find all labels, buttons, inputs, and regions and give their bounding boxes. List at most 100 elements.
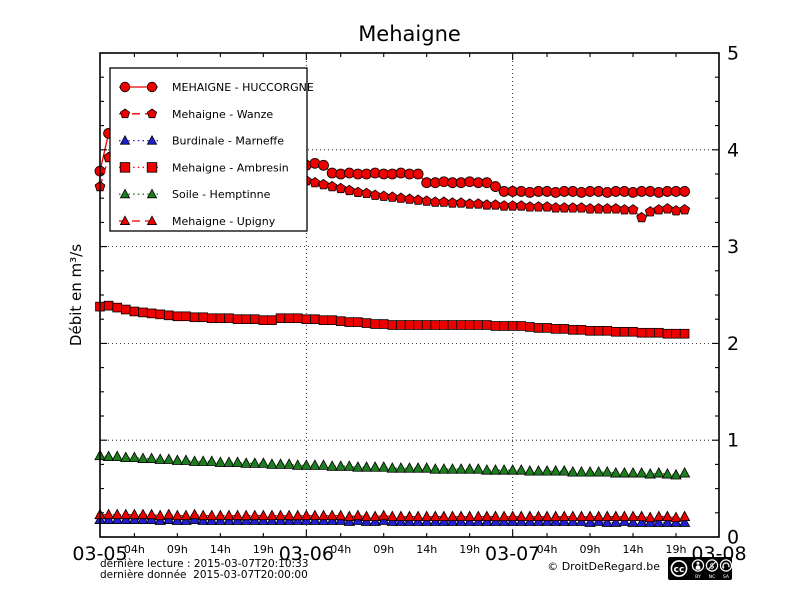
pentagon-marker bbox=[584, 203, 596, 214]
triangle-marker bbox=[429, 510, 441, 522]
triangle-marker bbox=[627, 466, 639, 478]
x-axis-hour-label: 09h bbox=[373, 543, 394, 556]
legend-label: Mehaigne - Ambresin bbox=[172, 161, 289, 174]
pentagon-marker bbox=[429, 196, 441, 207]
pentagon-marker bbox=[558, 202, 570, 213]
square-marker bbox=[628, 326, 638, 337]
square-marker bbox=[112, 302, 122, 313]
x-axis-hour-label: 04h bbox=[124, 543, 145, 556]
pentagon-marker bbox=[533, 201, 544, 212]
square-marker bbox=[301, 314, 312, 324]
triangle-marker bbox=[128, 508, 141, 520]
square-marker bbox=[103, 300, 114, 311]
triangle-marker bbox=[119, 188, 131, 199]
cc-nc-icon: $ bbox=[705, 559, 719, 572]
square-marker bbox=[430, 320, 441, 330]
triangle-marker bbox=[610, 516, 622, 527]
triangle-marker bbox=[438, 510, 450, 522]
y-axis-label: Débit en m³/s bbox=[67, 243, 85, 347]
square-marker bbox=[516, 321, 527, 331]
pentagon-marker bbox=[636, 211, 648, 223]
square-marker bbox=[129, 306, 140, 317]
pentagon-marker bbox=[455, 197, 467, 208]
square-marker bbox=[344, 317, 355, 327]
pentagon-marker bbox=[395, 192, 407, 203]
triangle-marker bbox=[575, 466, 588, 477]
y-axis-tick-label: 5 bbox=[727, 43, 739, 65]
pentagon-marker bbox=[472, 198, 484, 209]
triangle-marker bbox=[197, 455, 209, 466]
square-marker bbox=[464, 320, 475, 330]
triangle-marker bbox=[584, 516, 596, 527]
legend-item-soile-hemptinne: Soile - Hemptinne bbox=[119, 188, 271, 201]
triangle-marker bbox=[455, 463, 467, 474]
triangle-marker bbox=[506, 510, 519, 522]
triangle-marker bbox=[326, 460, 338, 471]
triangle-marker bbox=[300, 509, 313, 521]
triangle-marker bbox=[137, 508, 149, 520]
circle-marker bbox=[119, 81, 131, 93]
triangle-marker bbox=[558, 510, 570, 522]
cc-sa-label: SA bbox=[723, 574, 730, 580]
x-axis-hour-label: 19h bbox=[666, 543, 687, 556]
pentagon-marker bbox=[309, 177, 321, 188]
triangle-marker bbox=[601, 510, 613, 522]
square-marker bbox=[593, 326, 604, 336]
pentagon-marker bbox=[662, 203, 673, 214]
triangle-marker bbox=[463, 510, 476, 522]
pentagon-marker bbox=[593, 203, 605, 214]
triangle-marker bbox=[584, 510, 596, 522]
triangle-marker bbox=[455, 510, 467, 522]
x-axis-hour-label: 19h bbox=[253, 543, 274, 556]
square-marker bbox=[654, 327, 664, 338]
x-axis-day-label: 03-06 bbox=[279, 543, 334, 565]
circle-marker bbox=[679, 186, 691, 197]
triangle-marker bbox=[188, 508, 201, 520]
triangle-marker bbox=[386, 510, 399, 522]
y-axis-tick-label: 1 bbox=[727, 430, 739, 452]
triangle-marker bbox=[309, 459, 321, 470]
square-marker bbox=[181, 311, 191, 322]
square-marker bbox=[119, 162, 131, 173]
square-marker bbox=[284, 313, 294, 324]
pentagon-marker bbox=[386, 191, 398, 202]
pentagon-marker bbox=[421, 195, 433, 206]
square-marker bbox=[335, 316, 346, 326]
footer-last-data: dernière donnée 2015-03-07T20:00:00 bbox=[100, 569, 308, 581]
triangle-marker bbox=[197, 509, 209, 521]
triangle-marker bbox=[145, 508, 158, 520]
square-marker bbox=[189, 312, 200, 323]
legend-item-mehaigne-wanze: Mehaigne - Wanze bbox=[119, 108, 273, 121]
triangle-marker bbox=[524, 510, 536, 522]
triangle-marker bbox=[506, 464, 519, 475]
square-marker bbox=[447, 320, 458, 330]
circle-marker bbox=[490, 181, 501, 192]
triangle-marker bbox=[395, 462, 407, 473]
triangle-marker bbox=[300, 459, 313, 470]
triangle-marker bbox=[335, 460, 347, 471]
square-marker bbox=[542, 323, 552, 333]
triangle-marker bbox=[549, 510, 562, 522]
pentagon-marker bbox=[412, 194, 424, 205]
legend-label: Burdinale - Marneffe bbox=[172, 135, 284, 148]
triangle-marker bbox=[249, 509, 261, 521]
square-marker bbox=[568, 325, 578, 335]
pentagon-marker bbox=[490, 199, 501, 210]
triangle-marker bbox=[180, 509, 192, 521]
triangle-marker bbox=[292, 509, 304, 521]
triangle-marker bbox=[567, 466, 579, 477]
square-marker bbox=[232, 314, 243, 324]
legend-box bbox=[109, 67, 308, 232]
triangle-marker bbox=[472, 510, 484, 522]
triangle-marker bbox=[154, 453, 166, 464]
square-marker bbox=[327, 315, 337, 325]
pentagon-marker bbox=[361, 187, 372, 199]
triangle-marker bbox=[360, 461, 373, 472]
square-marker bbox=[679, 328, 690, 339]
legend-item-mehaigne-ambresin: Mehaigne - Ambresin bbox=[119, 161, 289, 174]
pentagon-marker bbox=[679, 204, 691, 215]
triangle-marker bbox=[420, 462, 433, 473]
cc-icon: cc bbox=[670, 560, 688, 577]
square-marker bbox=[576, 325, 587, 335]
